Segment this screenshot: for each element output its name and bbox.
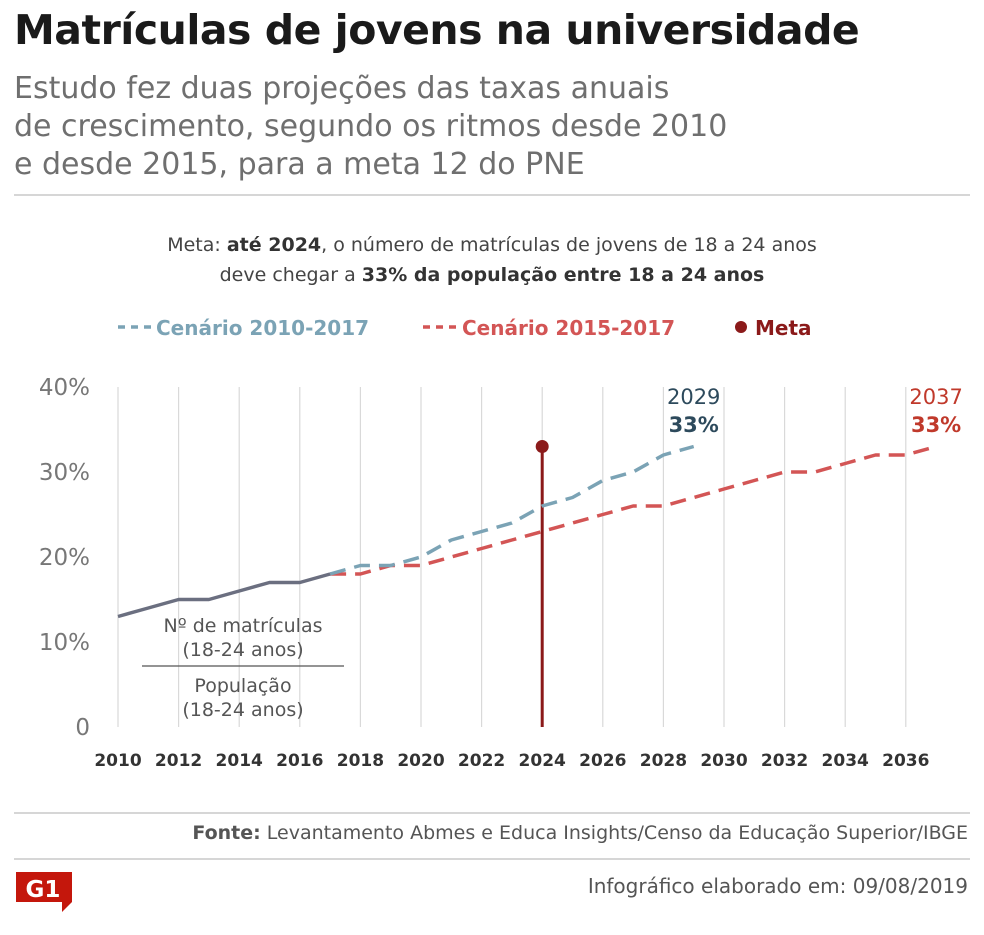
meta-note: Meta: até 2024, o número de matrículas d… bbox=[0, 230, 984, 290]
note-text: , o número de matrículas de jovens de 18… bbox=[321, 234, 817, 256]
x-tick-label: 2022 bbox=[458, 751, 505, 771]
x-tick-label: 2036 bbox=[882, 751, 929, 771]
note-text: Meta: bbox=[167, 234, 227, 256]
footer-divider-bottom bbox=[14, 858, 970, 860]
series-line-cenario_2010 bbox=[329, 444, 695, 576]
x-tick-label: 2018 bbox=[337, 751, 384, 771]
annotation-value-2029: 33% bbox=[669, 413, 719, 437]
legend-label-cenario-2015: Cenário 2015-2017 bbox=[462, 316, 675, 340]
series-line-historico bbox=[117, 572, 331, 619]
legend-label-meta: Meta bbox=[755, 316, 812, 340]
source-text: Levantamento Abmes e Educa Insights/Cens… bbox=[260, 822, 968, 844]
source-note: Fonte: Levantamento Abmes e Educa Insigh… bbox=[192, 822, 968, 844]
meta-point bbox=[535, 440, 549, 453]
x-tick-label: 2030 bbox=[700, 751, 747, 771]
legend-label-cenario-2010: Cenário 2010-2017 bbox=[156, 316, 369, 340]
y-tick-label: 40% bbox=[39, 375, 90, 401]
logo-badge bbox=[16, 872, 72, 912]
legend-swatch-meta bbox=[735, 321, 747, 333]
x-tick-label: 2028 bbox=[640, 751, 687, 771]
formula-numerator: Nº de matrículas bbox=[164, 615, 323, 637]
x-tick-label: 2020 bbox=[397, 751, 444, 771]
formula-denominator: População bbox=[194, 675, 291, 697]
x-tick-label: 2032 bbox=[761, 751, 808, 771]
note-bold: 33% da população entre 18 a 24 anos bbox=[361, 264, 765, 286]
annotation-year-2037: 2037 bbox=[909, 385, 962, 409]
infographic-date: Infográfico elaborado em: 09/08/2019 bbox=[587, 874, 968, 898]
subtitle: Estudo fez duas projeções das taxas anua… bbox=[14, 70, 727, 184]
subtitle-line: e desde 2015, para a meta 12 do PNE bbox=[14, 147, 585, 182]
x-tick-label: 2024 bbox=[519, 751, 566, 771]
g1-logo[interactable]: G1 bbox=[16, 872, 72, 912]
x-tick-label: 2012 bbox=[155, 751, 202, 771]
formula-denominator-sub: (18-24 anos) bbox=[182, 699, 303, 721]
note-bold: até 2024 bbox=[226, 234, 322, 256]
y-tick-label: 20% bbox=[39, 545, 90, 571]
x-tick-label: 2034 bbox=[822, 751, 869, 771]
subtitle-line: Estudo fez duas projeções das taxas anua… bbox=[14, 71, 670, 106]
x-tick-label: 2016 bbox=[276, 751, 323, 771]
line-chart: 0 10% 20% 30% 40% 2010 2012 2014 2016 2018 2020 202… bbox=[39, 316, 963, 771]
note-text: deve chegar a bbox=[219, 264, 362, 286]
y-tick-label: 10% bbox=[39, 630, 90, 656]
x-tick-label: 2026 bbox=[579, 751, 626, 771]
y-tick-label: 0 bbox=[75, 715, 90, 741]
formula-numerator-sub: (18-24 anos) bbox=[182, 639, 303, 661]
footer-divider-top bbox=[14, 812, 970, 814]
annotation-value-2037: 33% bbox=[911, 413, 961, 437]
page-title: Matrículas de jovens na universidade bbox=[14, 6, 860, 54]
logo-text: G1 bbox=[26, 877, 61, 903]
series-line-cenario_2015 bbox=[330, 444, 937, 576]
header-divider bbox=[14, 194, 970, 196]
x-tick-label: 2014 bbox=[216, 751, 263, 771]
source-label: Fonte: bbox=[192, 822, 261, 844]
subtitle-line: de crescimento, segundo os ritmos desde … bbox=[14, 109, 728, 144]
x-tick-label: 2010 bbox=[94, 751, 141, 771]
y-tick-label: 30% bbox=[39, 460, 90, 486]
annotation-year-2029: 2029 bbox=[667, 385, 720, 409]
